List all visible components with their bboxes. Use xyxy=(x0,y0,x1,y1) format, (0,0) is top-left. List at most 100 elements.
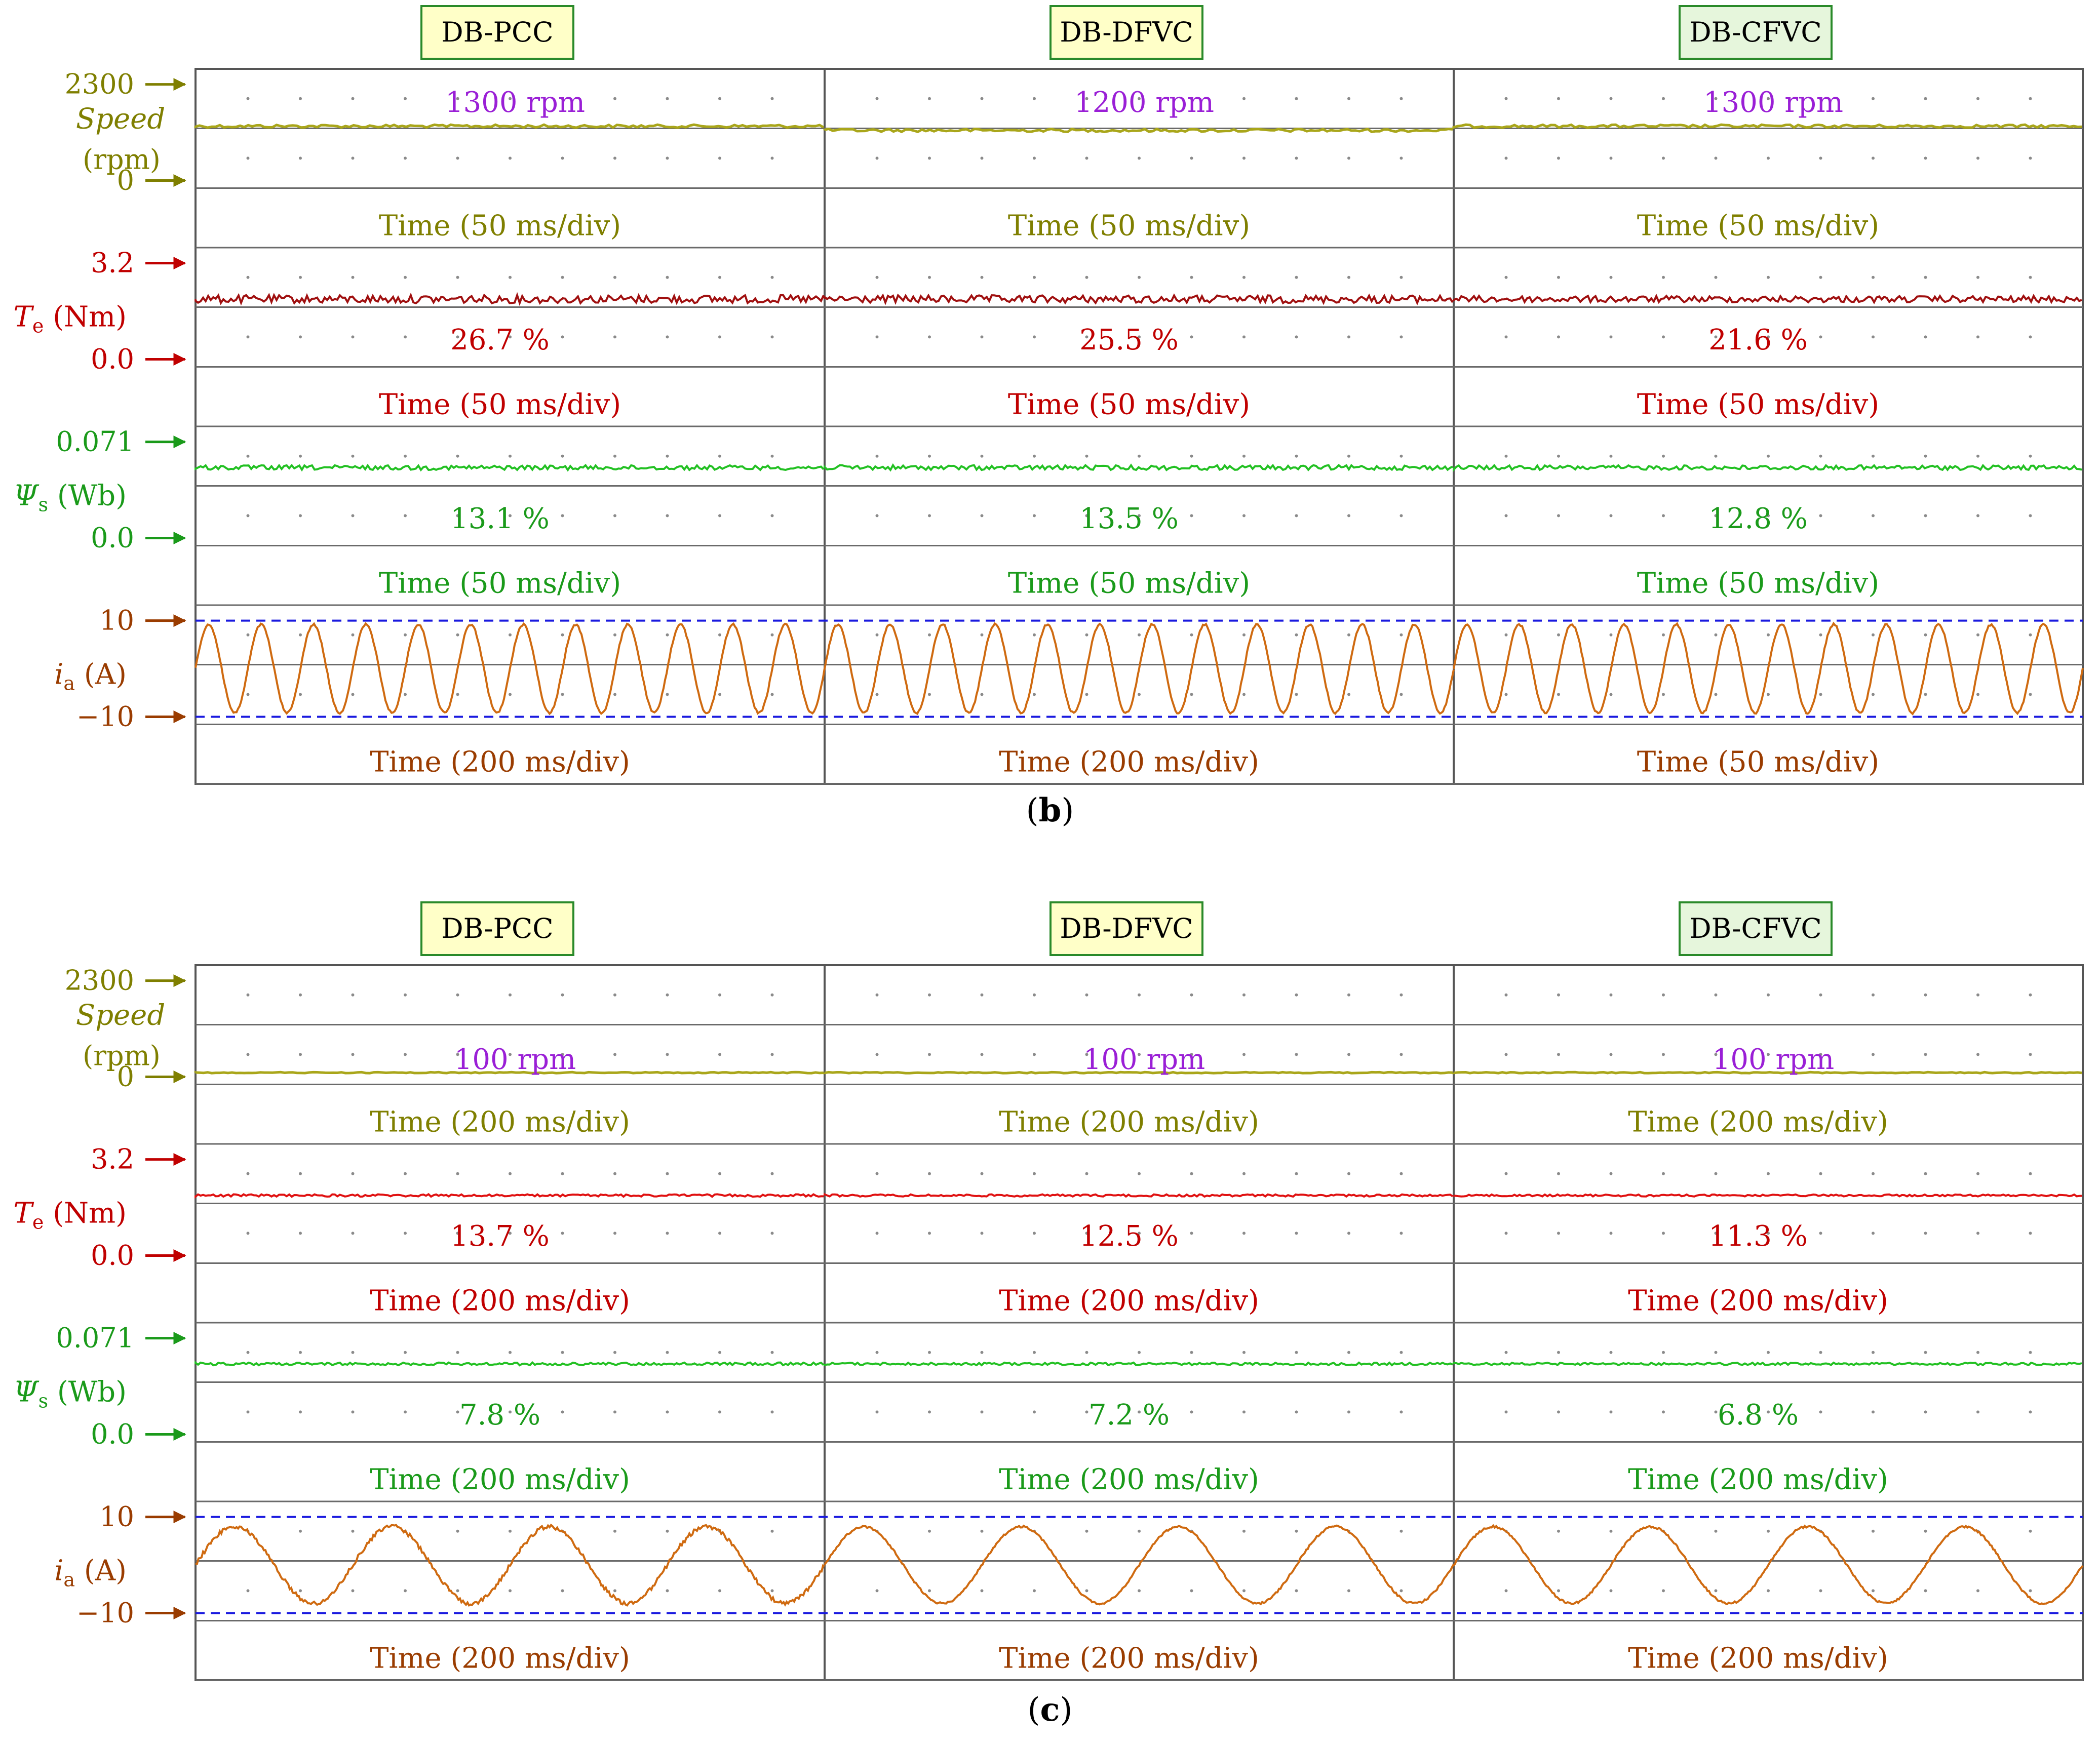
graticule-dot xyxy=(561,275,564,279)
graticule-dot xyxy=(1347,1589,1350,1593)
torque-ripple-label: 13.7 % xyxy=(450,1220,550,1253)
current-trace xyxy=(195,1523,825,1607)
torque-axis-label: Te (Nm) xyxy=(14,1197,127,1234)
graticule-dot xyxy=(1767,1351,1770,1354)
graticule-dot xyxy=(246,1232,250,1235)
graticule-dot xyxy=(1767,514,1770,518)
graticule-dot xyxy=(1557,1351,1560,1354)
graticule-dot xyxy=(509,275,512,279)
graticule-dot xyxy=(404,156,407,160)
graticule-dot xyxy=(1347,693,1350,696)
graticule-dot xyxy=(770,1351,774,1354)
caption-paren-close: ) xyxy=(1061,792,1074,829)
flux-ripple-label: 7.8 % xyxy=(459,1399,540,1432)
graticule-dot xyxy=(613,693,616,696)
graticule-dot xyxy=(1295,335,1298,339)
caption-paren-open: ( xyxy=(1026,792,1039,829)
graticule-dot xyxy=(509,1232,512,1235)
torque-timebase-label: Time (200 ms/div) xyxy=(1628,1284,1888,1317)
graticule-dot xyxy=(1557,1410,1560,1414)
graticule-dot xyxy=(1924,1053,1927,1056)
graticule-dot xyxy=(2029,1351,2032,1354)
graticule-dot xyxy=(1714,97,1718,100)
graticule-dot xyxy=(456,693,459,696)
current-axis-unit: (A) xyxy=(75,658,127,691)
graticule-dot xyxy=(1504,1351,1508,1354)
graticule-dot xyxy=(1924,97,1927,100)
graticule-dot xyxy=(1924,454,1927,458)
graticule-dot xyxy=(1819,454,1822,458)
panel-title: DB-CFVC xyxy=(1689,913,1821,944)
flux-axis-unit: (Wb) xyxy=(48,480,127,512)
graticule-dot xyxy=(1504,1232,1508,1235)
graticule-dot xyxy=(1872,454,1875,458)
graticule-dot xyxy=(1504,335,1508,339)
current-axis-symbol: i xyxy=(54,658,63,691)
graticule-dot xyxy=(1714,275,1718,279)
graticule-dot xyxy=(1033,335,1036,339)
graticule-dot xyxy=(561,454,564,458)
graticule-dot xyxy=(928,1232,931,1235)
graticule-dot xyxy=(1767,993,1770,997)
graticule-dot xyxy=(299,1232,302,1235)
graticule-dot xyxy=(1557,454,1560,458)
graticule-dot xyxy=(1399,156,1403,160)
graticule-dot xyxy=(1662,1232,1665,1235)
graticule-dot xyxy=(456,1529,459,1533)
graticule-dot xyxy=(404,1589,407,1593)
current-bottom-tick: −10 xyxy=(76,1597,134,1629)
graticule-dot xyxy=(980,693,984,696)
graticule-dot xyxy=(1976,1053,1979,1056)
flux-timebase-label: Time (50 ms/div) xyxy=(379,567,621,600)
graticule-dot xyxy=(928,1410,931,1414)
panel-title-box xyxy=(1049,5,1203,60)
graticule-dot xyxy=(1609,1410,1613,1414)
flux-bottom-tick: 0.0 xyxy=(91,522,134,554)
graticule-dot xyxy=(1819,1053,1822,1056)
caption-letter: c xyxy=(1040,1691,1060,1729)
graticule-dot xyxy=(875,1351,879,1354)
graticule-dot xyxy=(770,514,774,518)
graticule-dot xyxy=(1399,1351,1403,1354)
graticule-dot xyxy=(456,1410,459,1414)
graticule-dot xyxy=(875,633,879,637)
graticule-dot xyxy=(1504,275,1508,279)
graticule-dot xyxy=(1242,335,1246,339)
graticule-dot xyxy=(351,454,355,458)
graticule-dot xyxy=(1767,1410,1770,1414)
graticule-dot xyxy=(509,156,512,160)
graticule-dot xyxy=(509,1529,512,1533)
flux-bottom-tick: 0.0 xyxy=(91,1418,134,1450)
graticule-dot xyxy=(456,1053,459,1056)
graticule-dot xyxy=(1295,633,1298,637)
graticule-dot xyxy=(770,1232,774,1235)
graticule-dot xyxy=(246,1172,250,1175)
torque-axis-symbol: T xyxy=(14,301,34,334)
graticule-dot xyxy=(1767,454,1770,458)
graticule-dot xyxy=(1767,1232,1770,1235)
graticule-dot xyxy=(1557,156,1560,160)
graticule-dot xyxy=(1819,693,1822,696)
graticule-dot xyxy=(351,993,355,997)
graticule-dot xyxy=(1399,633,1403,637)
graticule-dot xyxy=(1819,335,1822,339)
graticule-dot xyxy=(718,1053,721,1056)
graticule-dot xyxy=(666,156,669,160)
graticule-dot xyxy=(1242,1172,1246,1175)
flux-ripple-label: 13.5 % xyxy=(1079,502,1179,535)
speed-bottom-tick: 0 xyxy=(117,165,134,196)
graticule-dot xyxy=(299,1410,302,1414)
graticule-dot xyxy=(666,1529,669,1533)
graticule-dot xyxy=(1504,1172,1508,1175)
graticule-dot xyxy=(1138,1172,1141,1175)
graticule-dot xyxy=(928,1589,931,1593)
graticule-dot xyxy=(1557,1529,1560,1533)
graticule-dot xyxy=(351,156,355,160)
graticule-dot xyxy=(770,1410,774,1414)
graticule-dot xyxy=(1347,97,1350,100)
graticule-dot xyxy=(1085,1410,1088,1414)
graticule-dot xyxy=(1033,454,1036,458)
graticule-dot xyxy=(770,275,774,279)
graticule-dot xyxy=(718,1589,721,1593)
